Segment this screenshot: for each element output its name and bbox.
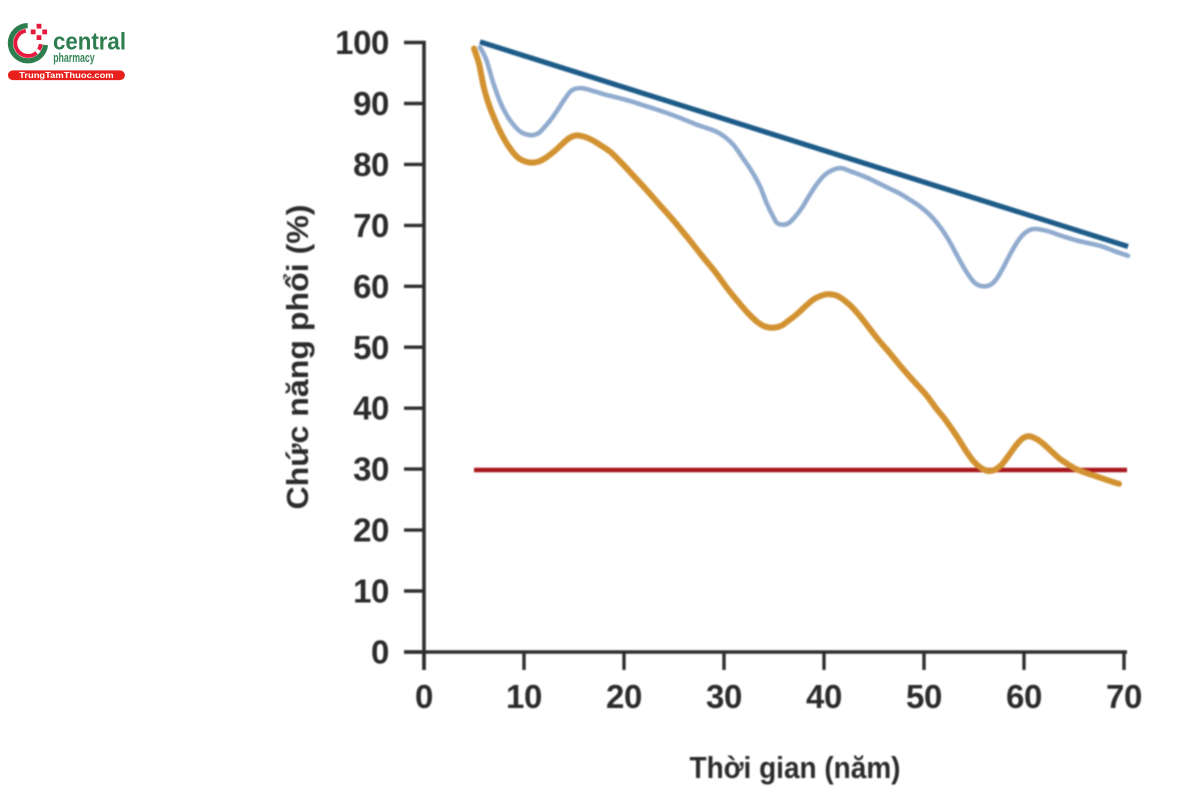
svg-text:30: 30 xyxy=(706,678,742,715)
svg-text:50: 50 xyxy=(353,329,389,366)
svg-text:0: 0 xyxy=(371,634,389,671)
svg-text:Thời gian (năm): Thời gian (năm) xyxy=(690,751,901,785)
svg-text:100: 100 xyxy=(335,24,389,61)
svg-text:90: 90 xyxy=(353,85,389,122)
svg-text:70: 70 xyxy=(353,207,389,244)
svg-text:60: 60 xyxy=(353,268,389,305)
svg-text:10: 10 xyxy=(353,573,389,610)
svg-text:70: 70 xyxy=(1106,678,1142,715)
svg-text:30: 30 xyxy=(353,451,389,488)
svg-text:60: 60 xyxy=(1006,678,1042,715)
svg-text:40: 40 xyxy=(353,390,389,427)
svg-text:pharmacy: pharmacy xyxy=(53,50,95,65)
svg-text:TrungTamThuoc.com: TrungTamThuoc.com xyxy=(19,71,113,80)
svg-text:20: 20 xyxy=(606,678,642,715)
svg-text:Chức năng phổi (%): Chức năng phổi (%) xyxy=(280,205,315,510)
svg-text:80: 80 xyxy=(353,146,389,183)
svg-text:central: central xyxy=(53,29,126,56)
svg-text:0: 0 xyxy=(415,678,433,715)
svg-text:10: 10 xyxy=(506,678,542,715)
svg-text:20: 20 xyxy=(353,512,389,549)
svg-text:40: 40 xyxy=(806,678,842,715)
svg-text:50: 50 xyxy=(906,678,942,715)
